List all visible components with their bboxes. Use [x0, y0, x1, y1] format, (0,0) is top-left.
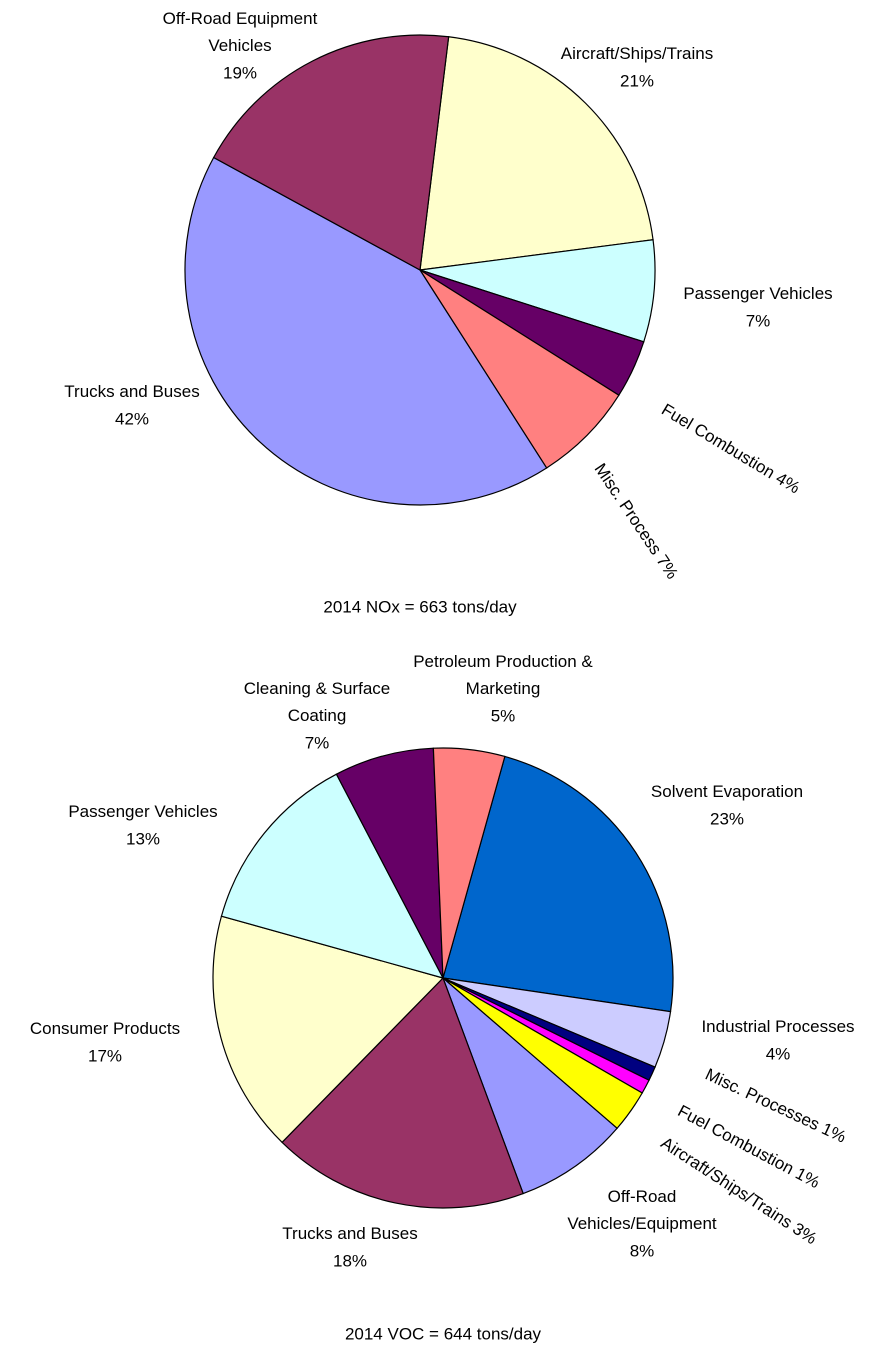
slice-name: Off-Road Equipment Vehicles — [163, 9, 318, 55]
slice-value: 18% — [333, 1251, 367, 1270]
slice-value: 13% — [126, 829, 160, 848]
pie-slice — [212, 34, 450, 271]
slice-name: Consumer Products — [30, 1019, 180, 1038]
pie-slice — [220, 773, 445, 979]
slice-name: Passenger Vehicles — [683, 284, 832, 303]
slice-name: Misc. Process — [590, 460, 668, 562]
pie-slice — [442, 977, 618, 1195]
pie-slice — [281, 976, 524, 1209]
slice-value: 21% — [620, 71, 654, 90]
slice-name: Passenger Vehicles — [68, 802, 217, 821]
slice-name: Petroleum Production & Marketing — [413, 652, 593, 698]
slice-name: Trucks and Buses — [282, 1224, 417, 1243]
slice-label: Fuel Combustion 4% — [658, 400, 803, 498]
slice-value: 42% — [115, 409, 149, 428]
pie-slice — [419, 36, 654, 271]
slice-label: Misc. Process 7% — [590, 460, 681, 583]
slice-value: 8% — [630, 1241, 655, 1260]
pie-slice — [432, 747, 506, 979]
slice-name: Industrial Processes — [701, 1017, 854, 1036]
slice-value: 17% — [88, 1046, 122, 1065]
slice-value: 7% — [746, 311, 771, 330]
pie-slice — [335, 747, 444, 979]
slice-name: Fuel Combustion — [658, 400, 782, 485]
slice-value: 19% — [223, 63, 257, 82]
chart-title: 2014 VOC = 644 tons/day — [345, 1324, 542, 1343]
slice-value: 5% — [491, 706, 516, 725]
slice-name: Aircraft/Ships/Trains — [561, 44, 713, 63]
pie-slice — [419, 269, 620, 469]
slice-name: Solvent Evaporation — [651, 782, 803, 801]
slice-value: 7% — [305, 733, 330, 752]
pie-slice — [184, 156, 548, 506]
slice-value: 23% — [710, 809, 744, 828]
pie-slice — [419, 239, 656, 343]
slice-name: Off-Road Vehicles/Equipment — [567, 1187, 717, 1233]
pie-slice — [442, 755, 674, 1013]
slice-name: Cleaning & Surface Coating — [244, 679, 390, 725]
slice-value: 4% — [766, 1044, 791, 1063]
pie-slice — [212, 915, 445, 1144]
slice-name: Trucks and Buses — [64, 382, 199, 401]
chart-title: 2014 NOx = 663 tons/day — [323, 597, 517, 616]
